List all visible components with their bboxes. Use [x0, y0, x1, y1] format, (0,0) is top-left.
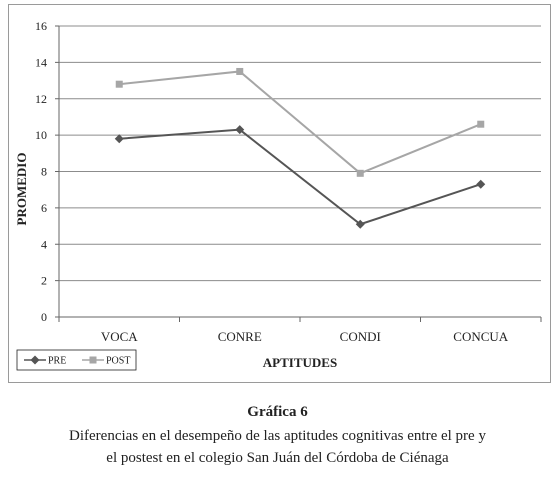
data-point-post [236, 67, 244, 75]
y-tick-label: 0 [41, 310, 47, 324]
legend-box [16, 349, 137, 371]
y-axis-label: PROMEDIO [14, 153, 29, 226]
figure-caption-line-1: Diferencias en el desempeño de las aptit… [69, 428, 486, 444]
chart-frame [8, 4, 551, 383]
data-point-pre [114, 134, 124, 144]
legend-marker-pre [30, 355, 40, 365]
series-post [115, 67, 485, 177]
data-point-pre [235, 125, 245, 135]
gridlines [59, 25, 541, 318]
series-line-pre [119, 128, 482, 226]
y-tick-label: 6 [41, 201, 47, 215]
legend-label-pre: PRE [48, 356, 66, 367]
data-point-pre [355, 219, 365, 229]
legend: PRE POST [16, 349, 137, 371]
x-axis-label: APTITUDES [263, 355, 337, 370]
data-point-post [356, 169, 364, 177]
y-tick-label: 12 [35, 92, 47, 106]
series-line-post [119, 70, 482, 175]
axes: 0 2 4 6 8 10 12 14 16 VOCA CONRE CONDI CONCUA [35, 19, 542, 344]
data-point-post [477, 120, 485, 128]
figure-caption-title: Gráfica 6 [247, 404, 308, 420]
series-pre [114, 125, 486, 229]
data-point-pre [476, 179, 486, 189]
y-tick-label: 4 [41, 237, 47, 251]
legend-items: PRE POST [24, 355, 130, 367]
data-point-post [115, 80, 123, 88]
line-chart: 0 2 4 6 8 10 12 14 16 VOCA CONRE CONDI CONCUA PROMED… [14, 19, 542, 371]
series-group [114, 67, 486, 229]
legend-label-post: POST [106, 356, 130, 367]
x-tick-label: VOCA [101, 329, 138, 344]
x-tick-label: CONDI [340, 329, 381, 344]
x-tick-label: CONRE [218, 329, 262, 344]
y-tick-label: 8 [41, 165, 47, 179]
legend-marker-post [89, 356, 97, 364]
y-tick-label: 16 [35, 19, 47, 33]
y-tick-label: 10 [35, 128, 47, 142]
x-tick-label: CONCUA [453, 329, 509, 344]
y-tick-label: 2 [41, 274, 47, 288]
y-tick-label: 14 [35, 55, 47, 69]
figure-caption-line-2: el postest en el colegio San Juán del Có… [106, 450, 449, 466]
